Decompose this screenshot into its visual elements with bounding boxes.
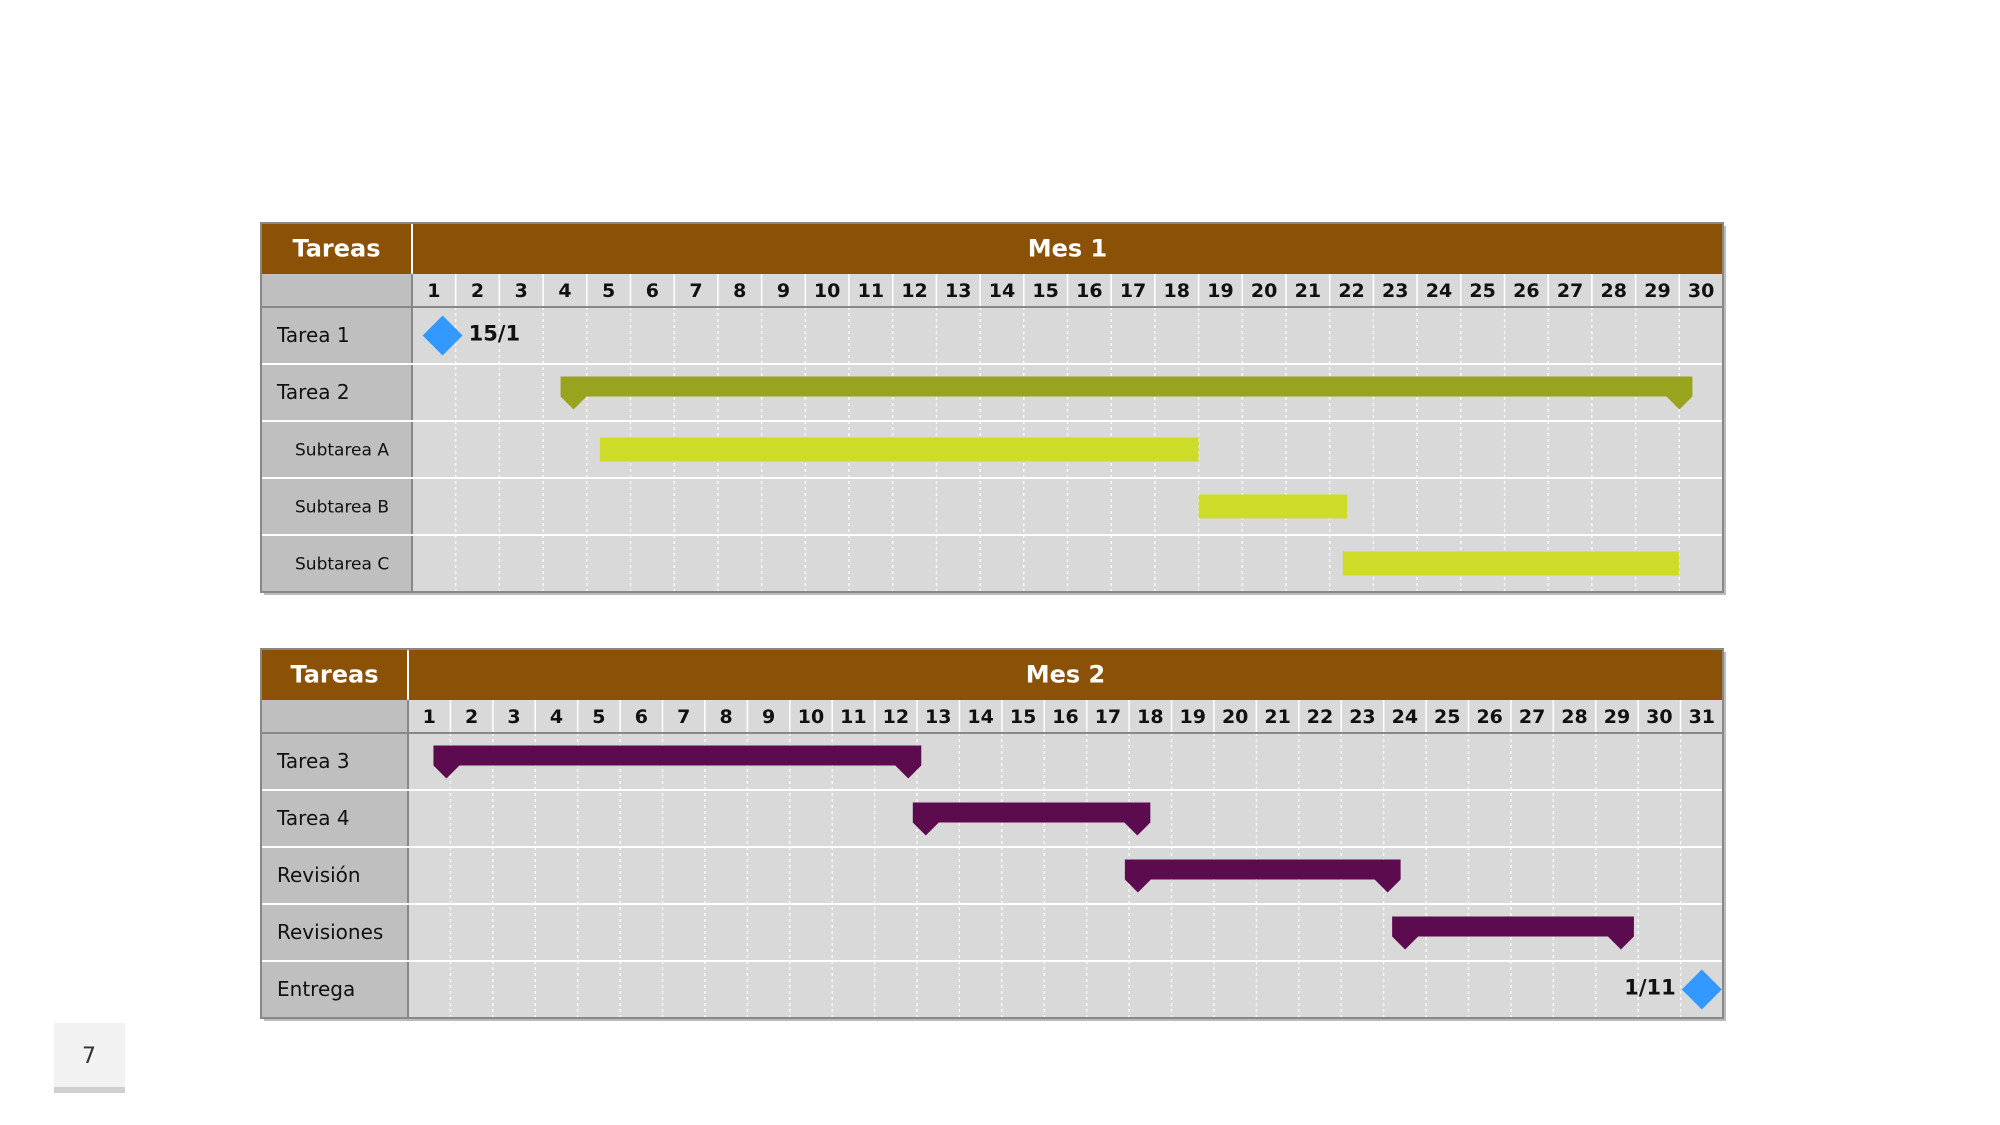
day-label: 23: [1382, 280, 1408, 302]
day-label: 6: [646, 280, 659, 302]
row-label: Subtarea A: [295, 441, 389, 461]
day-label: 31: [1689, 706, 1715, 728]
header-label: Tareas: [292, 235, 380, 263]
day-label: 16: [1076, 280, 1102, 302]
row-label: Revisiones: [277, 920, 383, 944]
milestone: [422, 315, 463, 356]
day-label: 17: [1120, 280, 1146, 302]
day-label: 29: [1604, 706, 1630, 728]
day-label: 9: [762, 706, 775, 728]
day-label: 30: [1688, 280, 1714, 302]
day-label: 28: [1561, 706, 1587, 728]
summary-bar: [1124, 859, 1401, 893]
day-label: 13: [925, 706, 951, 728]
day-label: 12: [901, 280, 927, 302]
day-label: 8: [720, 706, 733, 728]
day-label: 15: [1010, 706, 1036, 728]
day-label: 4: [550, 706, 563, 728]
row-label: Tarea 3: [276, 749, 350, 773]
day-label: 18: [1137, 706, 1163, 728]
day-label: 19: [1207, 280, 1233, 302]
summary-bar: [1392, 916, 1634, 950]
day-label: 5: [592, 706, 605, 728]
header-label: Tareas: [290, 661, 378, 689]
row-label: Subtarea B: [295, 498, 389, 518]
day-label: 27: [1557, 280, 1583, 302]
milestone-label: 1/11: [1624, 976, 1676, 1000]
day-label: 3: [507, 706, 520, 728]
day-label: 29: [1644, 280, 1670, 302]
summary-bar: [433, 745, 922, 779]
day-label: 19: [1180, 706, 1206, 728]
day-label: 10: [814, 280, 840, 302]
day-label: 3: [515, 280, 528, 302]
day-label: 25: [1434, 706, 1460, 728]
day-label: 10: [798, 706, 824, 728]
day-label: 22: [1338, 280, 1364, 302]
milestone-label: 15/1: [469, 322, 521, 346]
day-label: 6: [635, 706, 648, 728]
day-label: 1: [423, 706, 436, 728]
day-label: 18: [1164, 280, 1190, 302]
day-label: 13: [945, 280, 971, 302]
page-number: 7: [82, 1044, 96, 1069]
day-label: 25: [1469, 280, 1495, 302]
task-bar: [1198, 494, 1348, 519]
task-bar: [599, 437, 1199, 462]
row-label: Subtarea C: [295, 555, 389, 575]
task-bar: [1342, 551, 1680, 576]
day-label: 20: [1251, 280, 1277, 302]
day-label: 12: [883, 706, 909, 728]
day-label: 20: [1222, 706, 1248, 728]
row-label: Tarea 4: [276, 806, 350, 830]
day-label: 2: [471, 280, 484, 302]
milestone: [1681, 969, 1722, 1010]
row-label: Revisión: [277, 863, 361, 887]
day-label: 11: [840, 706, 866, 728]
day-label: 4: [558, 280, 571, 302]
row-label: Entrega: [277, 977, 355, 1001]
table-border: [260, 222, 1724, 593]
day-label: 26: [1513, 280, 1539, 302]
day-label: 2: [465, 706, 478, 728]
page-number-underline: [54, 1087, 125, 1093]
day-label: 7: [689, 280, 702, 302]
day-label: 26: [1476, 706, 1502, 728]
summary-bar: [560, 376, 1693, 410]
header-bar: [261, 649, 1723, 700]
label-column: [261, 274, 412, 592]
page-number-box: [54, 1023, 125, 1093]
table-border: [260, 648, 1724, 1019]
row-label: Tarea 1: [276, 323, 350, 347]
header-bar: [261, 223, 1723, 274]
day-label: 21: [1264, 706, 1290, 728]
day-label: 11: [858, 280, 884, 302]
period-label: Mes 1: [1028, 235, 1108, 263]
day-label: 17: [1095, 706, 1121, 728]
day-label: 14: [967, 706, 993, 728]
period-label: Mes 2: [1026, 661, 1106, 689]
label-column: [261, 700, 408, 1018]
day-label: 7: [677, 706, 690, 728]
day-label: 1: [427, 280, 440, 302]
day-label: 21: [1295, 280, 1321, 302]
day-label: 15: [1032, 280, 1058, 302]
day-label: 30: [1646, 706, 1672, 728]
summary-bar: [912, 802, 1151, 836]
day-label: 24: [1426, 280, 1452, 302]
day-label: 14: [989, 280, 1015, 302]
day-label: 9: [777, 280, 790, 302]
day-label: 22: [1307, 706, 1333, 728]
row-label: Tarea 2: [276, 380, 350, 404]
day-label: 27: [1519, 706, 1545, 728]
day-label: 24: [1392, 706, 1418, 728]
day-label: 8: [733, 280, 746, 302]
day-label: 16: [1052, 706, 1078, 728]
day-label: 23: [1349, 706, 1375, 728]
day-label: 28: [1601, 280, 1627, 302]
day-label: 5: [602, 280, 615, 302]
